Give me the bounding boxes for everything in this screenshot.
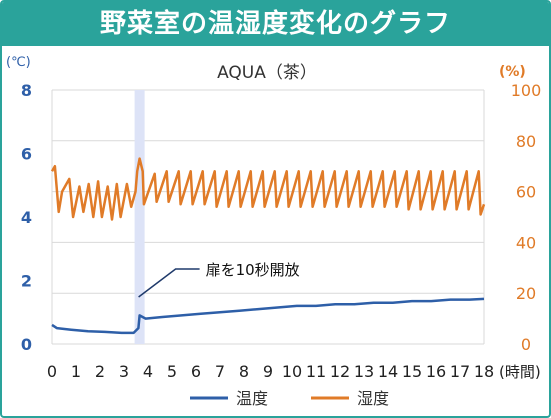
x-tick-label: 13 xyxy=(354,362,374,381)
x-tick-label: 17 xyxy=(450,362,470,381)
legend: 温度 湿度 xyxy=(190,389,389,408)
x-tick-label: 15 xyxy=(402,362,422,381)
banner-title: 野菜室の温湿度変化のグラフ xyxy=(2,2,549,46)
x-tick-label: 9 xyxy=(263,362,273,381)
x-tick-label: 6 xyxy=(191,362,201,381)
x-tick-label: 3 xyxy=(119,362,129,381)
y-right-tick-label: 100 xyxy=(511,81,542,100)
annotation-group: 扉を10秒開放 xyxy=(138,261,300,298)
y-left-tick-label: 2 xyxy=(21,272,32,291)
annotation-leader-line xyxy=(138,268,200,298)
series-line-湿度 xyxy=(50,157,486,221)
x-tick-label: 18 xyxy=(474,362,494,381)
x-tick-label: 12 xyxy=(330,362,350,381)
series-lines xyxy=(50,157,486,335)
door-open-highlight xyxy=(134,90,145,344)
y-right-tick-label: 80 xyxy=(516,132,536,151)
x-tick-label: 10 xyxy=(282,362,302,381)
chart-title: AQUA（茶） xyxy=(217,63,317,83)
y-right-tick-label: 40 xyxy=(516,233,536,252)
plot-area xyxy=(52,90,484,344)
y-left-tick-label: 6 xyxy=(21,145,32,164)
gridlines xyxy=(51,89,485,345)
y-left-tick-label: 4 xyxy=(21,208,32,227)
y-right-tick-label: 60 xyxy=(516,183,536,202)
series-line-温度 xyxy=(51,297,485,335)
legend-label: 温度 xyxy=(236,389,268,408)
x-tick-label: 8 xyxy=(239,362,249,381)
x-tick-label: 11 xyxy=(306,362,326,381)
y-left-unit: (℃) xyxy=(6,55,31,70)
y-right-tick-label: 20 xyxy=(516,284,536,303)
x-tick-label: 4 xyxy=(143,362,153,381)
y-left-tick-label: 0 xyxy=(21,335,32,354)
x-tick-label: 7 xyxy=(215,362,225,381)
legend-label: 湿度 xyxy=(357,389,389,408)
x-tick-label: 5 xyxy=(167,362,177,381)
annotation-label: 扉を10秒開放 xyxy=(206,261,300,279)
y-left-tick-label: 8 xyxy=(21,81,32,100)
x-tick-label: 0 xyxy=(47,362,57,381)
x-tick-label: 2 xyxy=(95,362,105,381)
door-open-highlight-group xyxy=(134,90,145,344)
x-tick-label: 14 xyxy=(378,362,398,381)
x-tick-label: 16 xyxy=(426,362,446,381)
y-right-tick-label: 0 xyxy=(521,335,531,354)
x-tick-label: 1 xyxy=(71,362,81,381)
y-right-unit: (%) xyxy=(499,64,526,80)
x-axis-unit: (時間) xyxy=(499,363,541,381)
